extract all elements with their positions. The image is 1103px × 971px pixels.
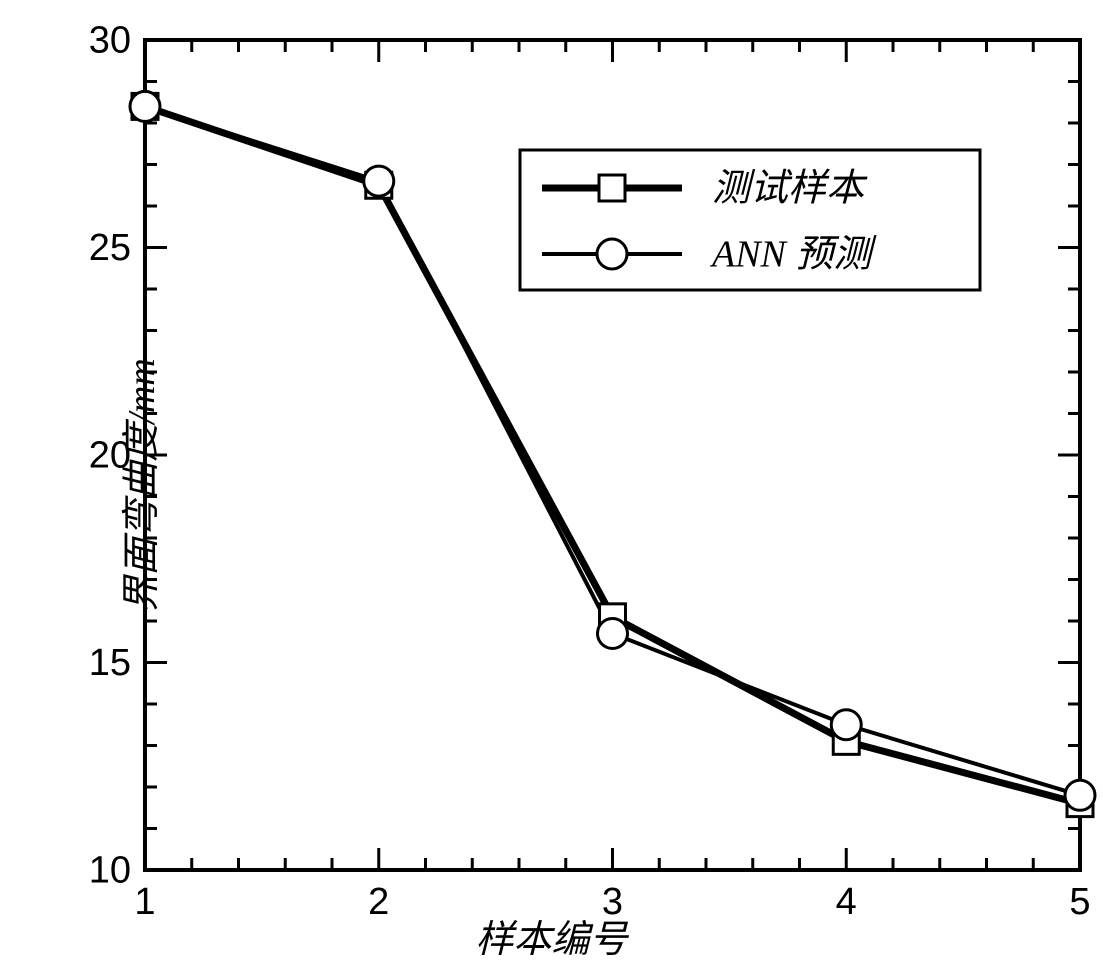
x-tick-label: 2: [368, 881, 389, 923]
legend-label: 测试样本: [712, 168, 868, 210]
x-tick-label: 4: [836, 881, 857, 923]
y-tick-label: 30: [89, 20, 131, 62]
x-tick-label: 5: [1069, 881, 1090, 923]
marker-circle: [364, 166, 394, 196]
y-tick-label: 25: [89, 227, 131, 269]
marker-circle: [1065, 780, 1095, 810]
marker-circle: [597, 239, 627, 269]
legend-label: ANN 预测: [709, 234, 877, 276]
y-tick-label: 15: [89, 642, 131, 684]
marker-circle: [598, 618, 628, 648]
chart-container: 123451015202530测试样本ANN 预测 界面弯曲度/mm 样本编号: [0, 0, 1103, 971]
marker-square: [599, 175, 625, 201]
y-tick-label: 10: [89, 850, 131, 892]
y-axis-label: 界面弯曲度/mm: [110, 358, 165, 613]
x-tick-label: 1: [134, 881, 155, 923]
x-axis-label: 样本编号: [475, 908, 627, 963]
marker-circle: [831, 710, 861, 740]
line-chart: 123451015202530测试样本ANN 预测: [0, 0, 1103, 971]
marker-circle: [130, 91, 160, 121]
